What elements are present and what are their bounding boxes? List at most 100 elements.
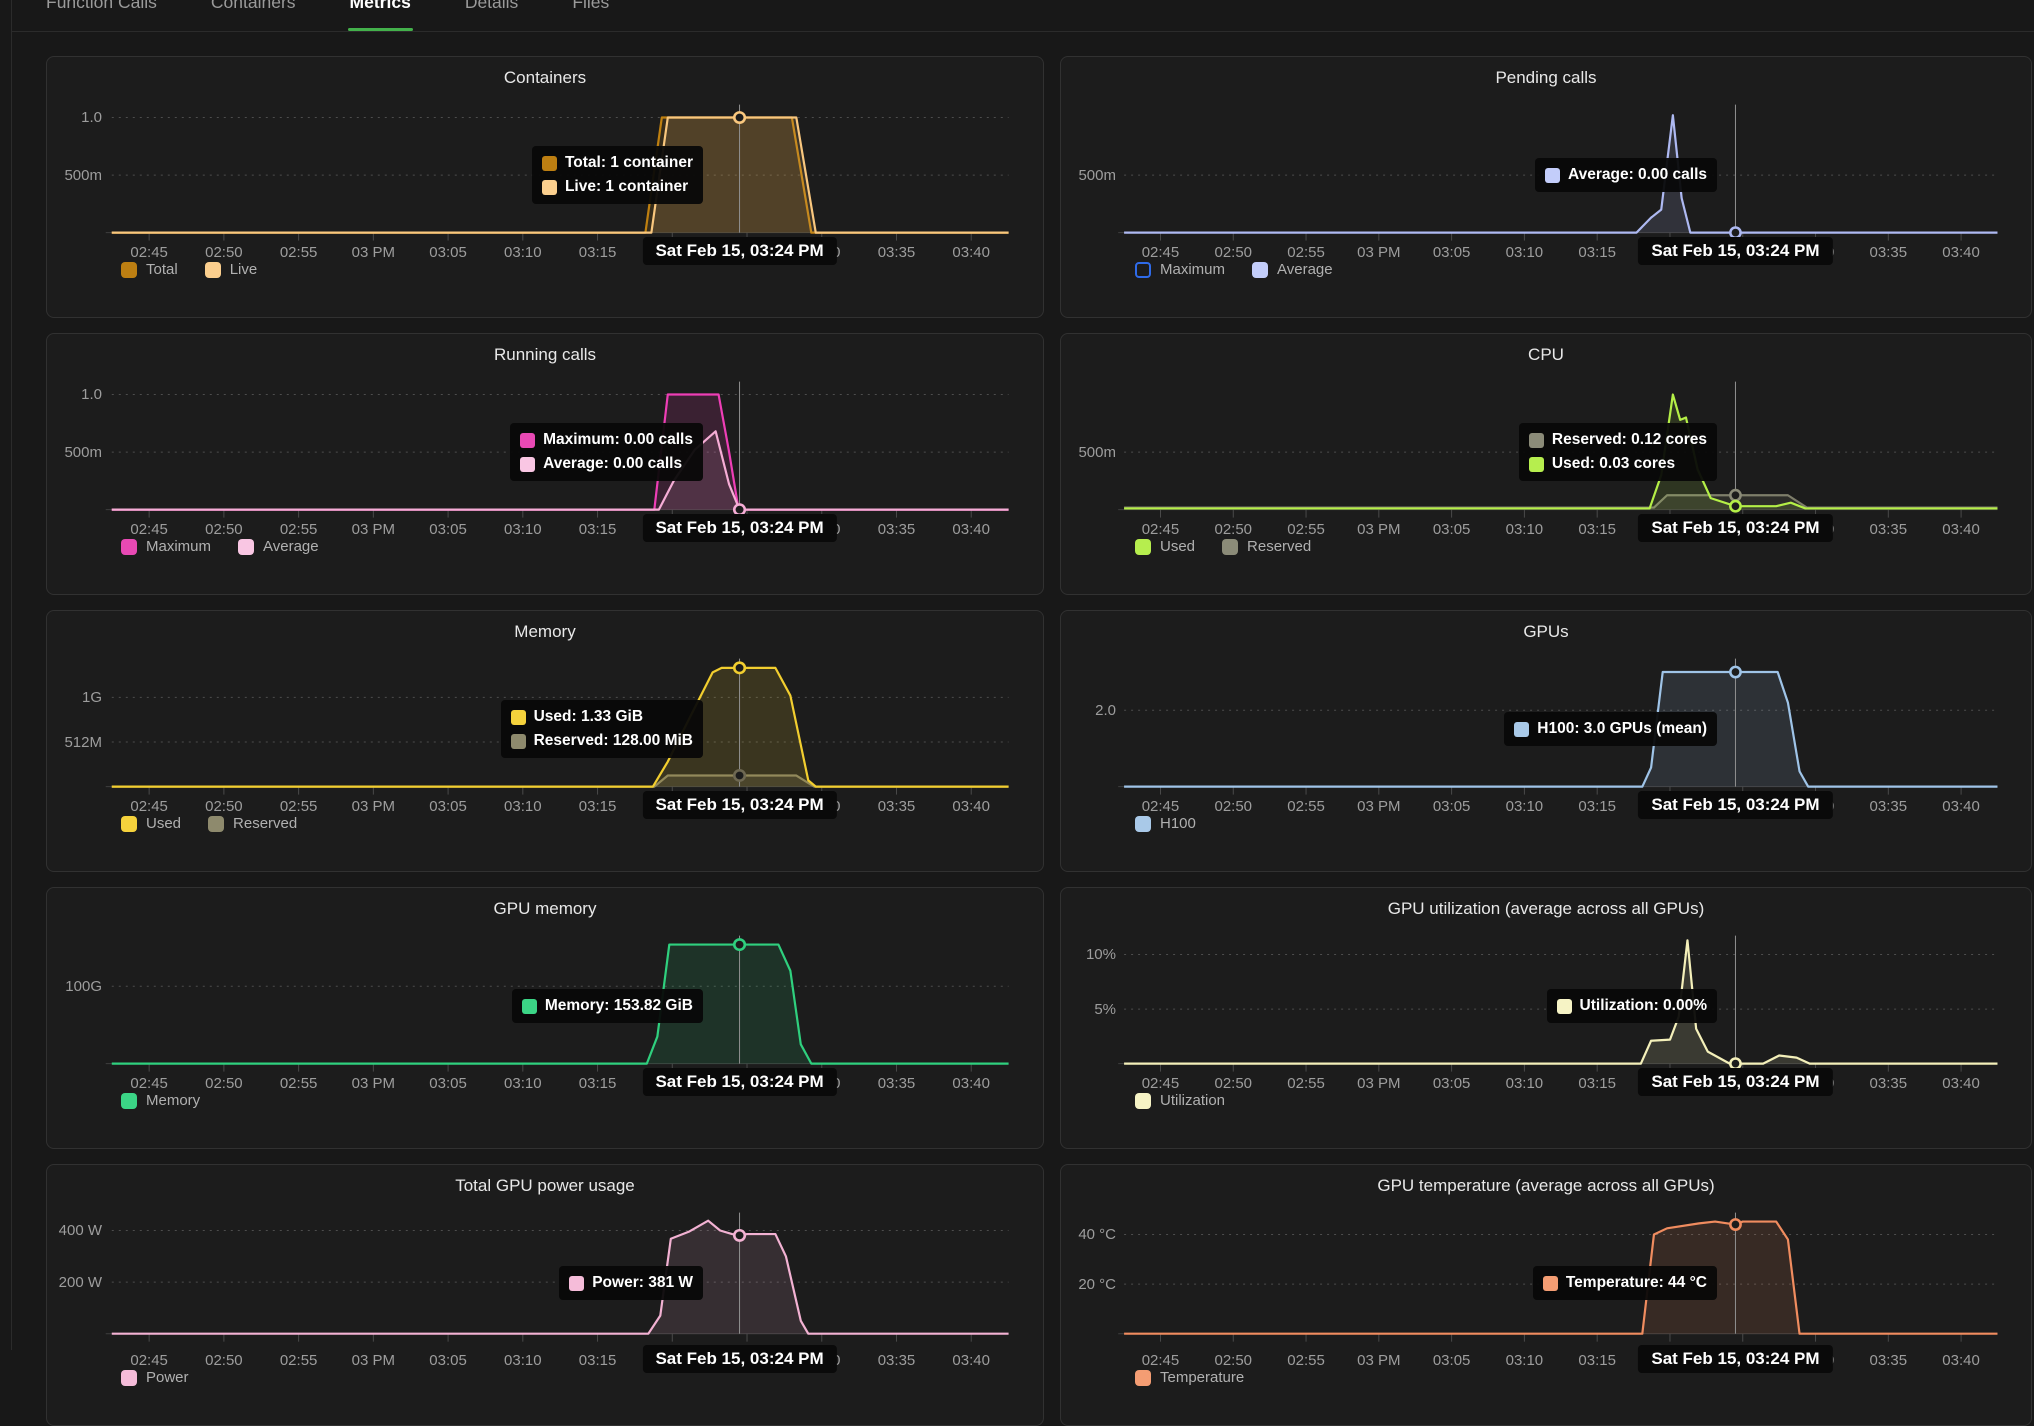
chart-canvas-gpu_power[interactable]: [47, 1165, 1043, 1425]
date-tooltip: Sat Feb 15, 03:24 PM: [642, 237, 837, 265]
tooltip-swatch: [521, 998, 537, 1014]
x-axis-label: 03:35: [1869, 521, 1908, 538]
x-axis-label: 03:40: [1942, 521, 1980, 538]
legend-item-reserved[interactable]: Reserved: [208, 815, 297, 832]
legend: Used Reserved: [1135, 538, 1311, 555]
tab-metrics[interactable]: Metrics: [347, 0, 414, 32]
x-axis-label: 03:05: [429, 244, 467, 261]
y-axis-label: 400 W: [58, 1222, 102, 1239]
legend-item-temperature[interactable]: Temperature: [1135, 1369, 1244, 1386]
x-axis-label: 02:55: [1287, 244, 1325, 261]
hover-marker: [1729, 488, 1742, 502]
x-axis-label: 03:35: [1869, 1075, 1908, 1092]
hover-marker: [1729, 1218, 1742, 1231]
tooltip-swatch: [541, 155, 557, 171]
x-axis-label: 03:40: [952, 244, 990, 261]
value-tooltip: Used: 1.33 GiB Reserved: 128.00 MiB: [500, 700, 703, 758]
legend-item-used[interactable]: Used: [121, 815, 181, 832]
x-axis-label: 02:50: [205, 1352, 243, 1369]
y-axis-label: 500m: [1078, 167, 1116, 184]
legend-item-total[interactable]: Total: [121, 261, 178, 278]
y-axis-label: 1.0: [81, 386, 102, 403]
legend-label: Live: [229, 261, 258, 278]
legend-swatch: [204, 261, 221, 278]
tooltip-row: Total: 1 container: [541, 154, 693, 172]
x-axis-label: 02:50: [205, 798, 243, 815]
legend-label: Maximum: [1160, 261, 1226, 278]
tooltip-text: Reserved: 0.12 cores: [1551, 431, 1707, 448]
tab-label: Details: [464, 0, 519, 12]
tab-files[interactable]: Files: [572, 0, 609, 32]
x-axis-label: 02:45: [130, 521, 168, 538]
x-axis-label: 03:05: [1432, 521, 1471, 538]
x-axis-label: 03:10: [504, 244, 542, 261]
chart-title-memory: Memory: [514, 622, 576, 641]
x-axis-label: 03:15: [1578, 1075, 1616, 1092]
x-axis-label: 02:55: [1287, 798, 1325, 815]
chart-title-gpu_power: Total GPU power usage: [455, 1176, 635, 1195]
value-tooltip: Utilization: 0.00%: [1546, 989, 1717, 1023]
x-axis-label: 03 PM: [351, 798, 396, 815]
x-axis-label: 02:55: [1287, 1352, 1325, 1369]
chart-title-pending_calls: Pending calls: [1495, 68, 1597, 87]
legend-item-utilization[interactable]: Utilization: [1135, 1092, 1225, 1109]
x-axis-label: 03 PM: [351, 521, 396, 538]
series-line-h100: [1124, 672, 1997, 787]
date-tooltip: Sat Feb 15, 03:24 PM: [1638, 514, 1833, 542]
y-axis-label: 5%: [1094, 1001, 1116, 1018]
panel-left-border: [11, 0, 12, 1350]
legend-item-reserved[interactable]: Reserved: [1222, 538, 1311, 555]
tooltip-row: Reserved: 128.00 MiB: [510, 732, 693, 750]
series-line-utilization: [1124, 940, 1997, 1063]
date-tooltip: Sat Feb 15, 03:24 PM: [642, 514, 837, 542]
x-axis-label: 02:50: [1214, 244, 1253, 261]
x-axis-label: 03:15: [578, 244, 617, 261]
legend: Maximum Average: [121, 538, 319, 555]
chart-canvas-gpu_memory[interactable]: [47, 888, 1043, 1148]
tooltip-text: Temperature: 44 °C: [1565, 1274, 1707, 1291]
x-axis-label: 02:50: [205, 521, 243, 538]
legend-item-maximum[interactable]: Maximum: [121, 538, 211, 555]
x-axis-label: 03:40: [952, 1075, 990, 1092]
y-axis-label: 1G: [81, 689, 102, 706]
x-axis-label: 02:45: [130, 798, 168, 815]
chart-card-gpus: GPUs 2.0 02:45 02:50 02:55 03 PM 03:05 03:10 03:…: [1060, 610, 2032, 872]
x-axis-label: 03:10: [504, 1352, 542, 1369]
tab-function-calls[interactable]: Function Calls: [46, 0, 157, 32]
chart-canvas-memory[interactable]: [47, 611, 1043, 871]
legend-item-power[interactable]: Power: [121, 1369, 189, 1386]
tooltip-text: Used: 1.33 GiB: [533, 708, 644, 725]
series-line-used: [112, 668, 1009, 787]
y-axis-label: 500m: [1078, 444, 1116, 461]
legend-item-used[interactable]: Used: [1135, 538, 1195, 555]
tooltip-text: Reserved: 128.00 MiB: [533, 732, 693, 749]
legend: Power: [121, 1369, 189, 1386]
tooltip-text: Memory: 153.82 GiB: [544, 997, 693, 1014]
tooltip-swatch: [541, 179, 557, 195]
legend-item-h100[interactable]: H100: [1135, 815, 1196, 832]
legend-item-live[interactable]: Live: [204, 261, 258, 278]
legend-swatch: [1135, 1369, 1151, 1386]
tab-label: Files: [572, 0, 610, 12]
tooltip-row: Temperature: 44 °C: [1542, 1274, 1707, 1292]
tab-containers[interactable]: Containers: [211, 0, 296, 32]
tabbar-divider: [11, 31, 2034, 32]
tooltip-text: Average: 0.00 calls: [543, 455, 683, 472]
tooltip-swatch: [520, 432, 536, 448]
chart-canvas-gpu_temperature[interactable]: [1061, 1165, 2031, 1425]
chart-card-gpu_utilization: GPU utilization (average across all GPUs…: [1060, 887, 2032, 1149]
tab-details[interactable]: Details: [465, 0, 519, 32]
series-line-temperature: [1124, 1222, 1997, 1334]
legend-swatch: [1135, 815, 1151, 832]
legend-item-average[interactable]: Average: [1252, 261, 1333, 278]
x-axis-label: 03:15: [578, 1352, 617, 1369]
chart-title-running_calls: Running calls: [493, 345, 597, 364]
chart-canvas-gpus[interactable]: [1061, 611, 2031, 871]
x-axis-label: 03:15: [1578, 798, 1616, 815]
tooltip-text: Maximum: 0.00 calls: [543, 431, 693, 448]
legend-item-maximum[interactable]: Maximum: [1135, 261, 1225, 278]
legend-item-memory[interactable]: Memory: [121, 1092, 200, 1109]
tooltip-row: Memory: 153.82 GiB: [521, 997, 693, 1015]
chart-canvas-gpu_utilization[interactable]: [1061, 888, 2031, 1148]
legend-item-average[interactable]: Average: [238, 538, 319, 555]
